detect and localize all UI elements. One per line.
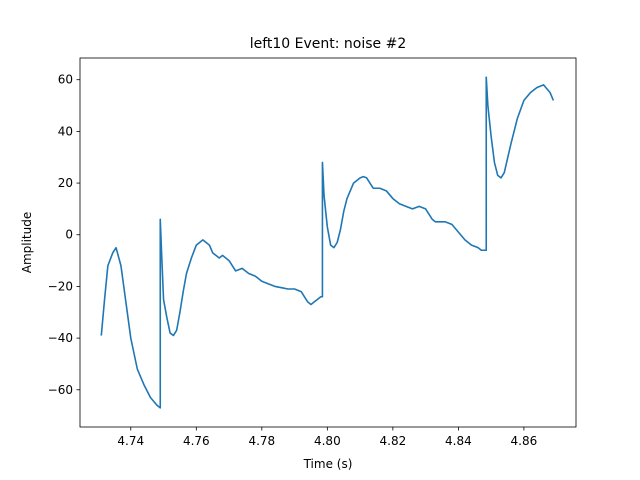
x-tick-label: 4.80 [314,434,341,448]
y-tick-label: 40 [58,124,73,138]
y-tick-label: 0 [65,228,73,242]
x-tick-label: 4.76 [183,434,210,448]
x-tick-label: 4.86 [511,434,538,448]
y-tick-label: −60 [48,383,73,397]
axes-frame [79,57,577,428]
x-tick-label: 4.84 [445,434,472,448]
x-tick-label: 4.82 [380,434,407,448]
y-axis: −60 −40 −20 0 20 40 60 [48,73,80,397]
y-tick-label: 20 [58,176,73,190]
x-tick-label: 4.78 [248,434,275,448]
series-line-1 [100,76,555,409]
x-axis-label: Time (s) [303,457,353,471]
y-tick-label: 60 [58,73,73,87]
y-tick-label: −40 [48,331,73,345]
y-axis-label: Amplitude [20,212,34,274]
x-axis: 4.74 4.76 4.78 4.80 4.82 4.84 4.86 [117,427,537,448]
chart-title: left10 Event: noise #2 [250,36,407,52]
y-tick-label: −20 [48,279,73,293]
x-tick-label: 4.74 [117,434,144,448]
series-layer [100,76,555,409]
